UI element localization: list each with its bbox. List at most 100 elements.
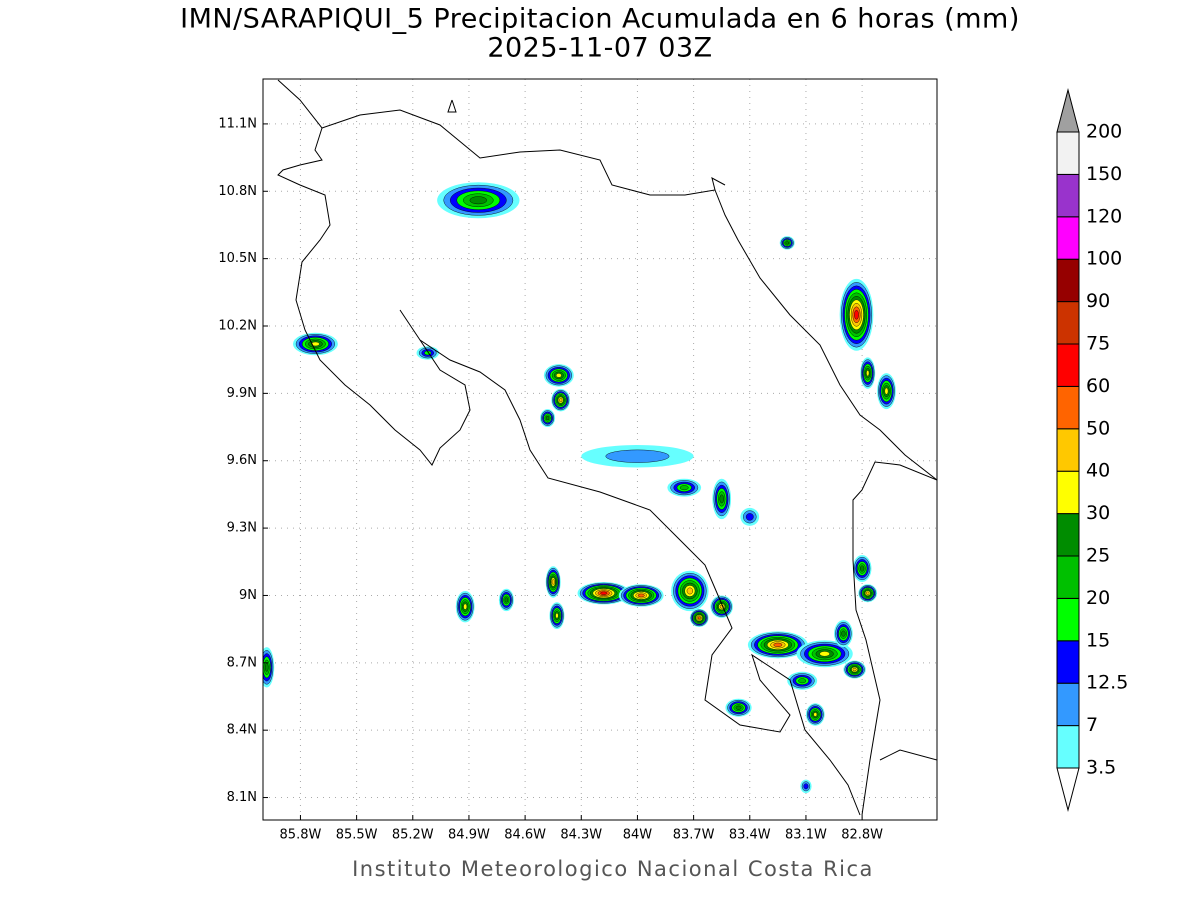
colorbar-box bbox=[1056, 216, 1080, 260]
colorbar-label: 50 bbox=[1086, 417, 1110, 439]
y-tick-label: 9N bbox=[239, 588, 257, 603]
rain-contour bbox=[719, 494, 724, 504]
x-tick-label: 84.9W bbox=[448, 828, 490, 843]
colorbar-label: 20 bbox=[1086, 587, 1110, 609]
colorbar-label: 90 bbox=[1086, 290, 1110, 312]
coastline bbox=[419, 339, 861, 816]
coastlines bbox=[277, 79, 937, 816]
rain-contour bbox=[841, 630, 846, 637]
rain-contour bbox=[637, 593, 645, 598]
rain-contour bbox=[555, 373, 562, 378]
y-tick-label: 10.8N bbox=[218, 184, 257, 199]
colorbar-label: 75 bbox=[1086, 333, 1110, 355]
rain-contour bbox=[819, 651, 830, 657]
colorbar-box bbox=[1056, 470, 1080, 515]
colorbar-label: 120 bbox=[1086, 205, 1122, 227]
rain-contour bbox=[854, 310, 859, 320]
y-tick-label: 8.7N bbox=[227, 655, 257, 670]
colorbar-label: 3.5 bbox=[1086, 757, 1116, 779]
colorbar-label: 15 bbox=[1086, 629, 1110, 651]
x-tick-label: 85.2W bbox=[392, 828, 434, 843]
rain-contour bbox=[264, 662, 269, 672]
rain-contour bbox=[605, 449, 670, 463]
colorbar-box bbox=[1056, 173, 1080, 218]
rain-contour bbox=[803, 783, 809, 790]
x-tick-label: 84.3W bbox=[560, 828, 602, 843]
colorbar-label: 30 bbox=[1086, 502, 1110, 524]
colorbar-label: 40 bbox=[1086, 460, 1110, 482]
rain-contour bbox=[697, 616, 701, 620]
colorbar-box bbox=[1056, 640, 1080, 684]
colorbar-box bbox=[1056, 597, 1080, 642]
x-tick-label: 83.7W bbox=[673, 828, 715, 843]
rain-contour bbox=[745, 513, 754, 521]
x-tick-label: 84W bbox=[623, 828, 653, 843]
rain-contour bbox=[866, 591, 870, 595]
colorbar-box bbox=[1056, 258, 1080, 303]
colorbar-box bbox=[1056, 301, 1080, 345]
rain-contour bbox=[679, 485, 689, 491]
rain-contour bbox=[463, 603, 468, 610]
y-tick-label: 8.4N bbox=[227, 723, 257, 738]
colorbar-label: 100 bbox=[1086, 248, 1122, 270]
x-tick-label: 82.8W bbox=[841, 828, 883, 843]
colorbar-label: 7 bbox=[1086, 714, 1098, 736]
x-tick-label: 85.5W bbox=[336, 828, 378, 843]
colorbar-box bbox=[1056, 513, 1080, 557]
footer: Instituto Meteorologico Nacional Costa R… bbox=[352, 857, 874, 881]
y-tick-label: 10.2N bbox=[218, 319, 257, 334]
colorbar-label: 200 bbox=[1086, 121, 1122, 143]
rain-contour bbox=[773, 642, 783, 647]
rain-contour bbox=[884, 387, 889, 395]
rain-contour bbox=[559, 398, 563, 403]
colorbar-box bbox=[1056, 555, 1080, 599]
precipitation-layer bbox=[263, 182, 896, 794]
rain-contour bbox=[785, 241, 789, 245]
colorbar-label: 60 bbox=[1086, 375, 1110, 397]
subtitle: 2025-11-07 03Z bbox=[487, 33, 712, 64]
y-tick-label: 9.9N bbox=[227, 386, 257, 401]
y-tick-label: 11.1N bbox=[218, 116, 257, 131]
rain-contour bbox=[859, 565, 865, 572]
colorbar-box bbox=[1056, 385, 1080, 430]
rain-contour bbox=[735, 705, 742, 710]
title: IMN/SARAPIQUI_5 Precipitacion Acumulada … bbox=[180, 4, 1020, 35]
rain-contour bbox=[686, 587, 693, 595]
x-tick-label: 83.4W bbox=[729, 828, 771, 843]
y-tick-label: 9.6N bbox=[227, 453, 257, 468]
colorbar-box bbox=[1056, 725, 1080, 769]
border bbox=[852, 461, 937, 816]
border bbox=[321, 109, 726, 196]
rain-contour bbox=[798, 678, 807, 684]
y-tick-label: 9.3N bbox=[227, 521, 257, 536]
colorbar-label: 12.5 bbox=[1086, 672, 1128, 694]
colorbar-label: 25 bbox=[1086, 545, 1110, 567]
colorbar-box bbox=[1056, 682, 1080, 727]
colorbar-box bbox=[1056, 343, 1080, 387]
rain-contour bbox=[813, 712, 818, 717]
rain-contour bbox=[555, 613, 559, 619]
rain-contour bbox=[311, 341, 320, 347]
x-tick-label: 84.6W bbox=[504, 828, 546, 843]
coastline bbox=[714, 189, 937, 481]
rain-contour bbox=[504, 597, 509, 603]
rain-contour bbox=[551, 579, 555, 585]
x-tick-label: 83.1W bbox=[785, 828, 827, 843]
colorbar-box bbox=[1056, 428, 1080, 472]
colorbar-label: 150 bbox=[1086, 163, 1122, 185]
rain-contour bbox=[469, 196, 488, 205]
rain-contour bbox=[545, 416, 550, 421]
x-tick-label: 85.8W bbox=[280, 828, 322, 843]
y-tick-label: 10.5N bbox=[218, 251, 257, 266]
colorbar-under bbox=[1056, 767, 1080, 812]
coastline bbox=[447, 99, 457, 113]
colorbar-box bbox=[1056, 131, 1080, 175]
rain-contour bbox=[600, 591, 608, 595]
coastline bbox=[879, 749, 937, 761]
rain-contour bbox=[852, 667, 857, 672]
coastline bbox=[277, 79, 471, 466]
colorbar-over bbox=[1056, 88, 1080, 133]
map-frame bbox=[262, 78, 938, 821]
rain-contour bbox=[866, 370, 870, 377]
